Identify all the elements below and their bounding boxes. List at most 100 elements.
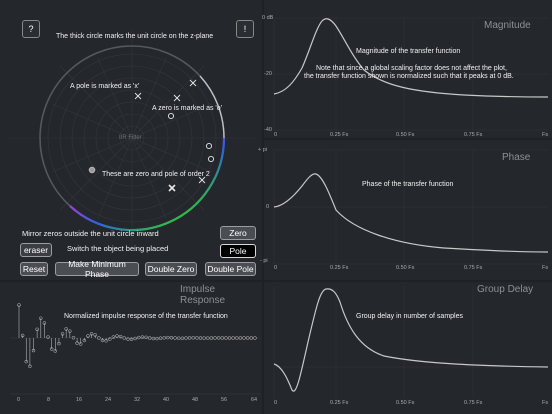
impulse-stem-head [75, 341, 79, 345]
pole-marker[interactable] [134, 92, 142, 100]
reset-button[interactable]: Reset [20, 262, 48, 276]
magnitude-xtick: 0.25 Fs [330, 132, 349, 138]
eraser-button[interactable]: eraser [20, 243, 52, 257]
impulse-stem-head [20, 333, 25, 338]
impulse-response-note: Normalized impulse response of the trans… [64, 313, 228, 320]
impulse-stem-head [104, 338, 108, 343]
filter-type-label: IIR Filter [119, 135, 142, 141]
magnitude-ytick: -20 [264, 71, 272, 77]
impulse-stem-head [53, 349, 58, 353]
impulse-response-plot [10, 303, 260, 395]
impulse-response-title: Impulse Response [180, 284, 226, 306]
pole-marker[interactable] [198, 176, 206, 184]
magnitude-ytick: 0 dB [262, 15, 274, 21]
phase-curve [273, 173, 549, 253]
unit-circle-color-arc [69, 137, 226, 232]
impulse-xtick: 56 [221, 397, 228, 403]
impulse-stem-head [166, 335, 170, 340]
impulse-stem-head [206, 336, 210, 340]
impulse-stem-head [169, 335, 174, 340]
impulse-stem-head [82, 338, 87, 343]
zplane-canvas[interactable] [0, 0, 262, 280]
impulse-stem-head [100, 338, 105, 343]
group-delay-xtick: 0.75 Fs [464, 400, 483, 406]
impulse-xtick: 40 [163, 397, 170, 403]
mirror-note: Mirror zeros outside the unit circle inw… [22, 229, 159, 238]
phase-ytick: + pi [258, 147, 268, 153]
phase-panel: Phase Phase of the transfer function + p… [258, 140, 552, 280]
impulse-xtick: 0 [17, 397, 21, 403]
impulse-stem-head [97, 336, 101, 340]
impulse-stem-head [68, 329, 72, 333]
impulse-stem-head [42, 321, 47, 325]
magnitude-note-title: Magnitude of the transfer function [356, 48, 461, 55]
magnitude-curve [273, 18, 549, 98]
impulse-stem-head [209, 336, 214, 340]
zero-marker[interactable] [207, 155, 215, 163]
impulse-xtick: 48 [192, 397, 199, 403]
order2-note: These are zero and pole of order 2 [102, 171, 210, 178]
impulse-stem-head [245, 336, 250, 340]
group-delay-title: Group Delay [477, 284, 534, 295]
impulse-stem-head [180, 336, 185, 341]
zplane-grid [8, 30, 256, 250]
impulse-stem-head [39, 316, 43, 321]
group-delay-xtick: 0.50 Fs [396, 400, 415, 406]
phase-note: Phase of the transfer function [362, 181, 454, 188]
impulse-stem-head [151, 336, 156, 341]
impulse-stem-head [118, 334, 123, 339]
impulse-stem-head [216, 336, 221, 340]
impulse-stem-head [249, 336, 254, 340]
pole-marker[interactable] [173, 94, 181, 102]
impulse-stem-head [129, 337, 134, 341]
pole-marker[interactable] [189, 79, 197, 87]
double-zero-marker[interactable] [88, 166, 96, 174]
phase-xtick: 0.75 Fs [464, 265, 483, 271]
impulse-stem-head [46, 335, 50, 339]
unit-circle-color-arc-upper [199, 75, 225, 139]
impulse-stem-head [31, 348, 36, 353]
magnitude-note-2: the transfer function shown is normalize… [304, 73, 514, 80]
magnitude-xtick: 0 [274, 132, 278, 138]
impulse-stem-head [86, 334, 90, 338]
impulse-stem-head [231, 336, 235, 340]
help-icon[interactable]: ? [22, 20, 40, 38]
double-zero-button[interactable]: Double Zero [145, 262, 197, 276]
impulse-stem-head [17, 303, 21, 307]
info-icon[interactable]: ! [236, 20, 254, 38]
impulse-stems [17, 303, 257, 369]
double-pole-marker[interactable] [168, 184, 176, 192]
impulse-stem-head [184, 336, 188, 340]
impulse-xtick: 8 [47, 397, 51, 403]
impulse-stem-head [24, 359, 29, 364]
impulse-stem-head [122, 336, 127, 340]
magnitude-xtick: 0.75 Fs [464, 132, 483, 138]
group-delay-note: Group delay in number of samples [356, 313, 463, 320]
impulse-xtick: 16 [76, 397, 83, 403]
group-delay-xtick: 0.25 Fs [330, 400, 349, 406]
zplane-panel[interactable]: ? ! The thick circle marks the unit circ… [0, 0, 262, 280]
impulse-stem-head [224, 336, 228, 340]
impulse-stem-head [140, 335, 145, 339]
phase-xtick: 0.50 Fs [396, 265, 415, 271]
impulse-stem-head [191, 336, 195, 340]
zero-marker[interactable] [205, 142, 213, 150]
impulse-stem-head [253, 336, 257, 340]
impulse-stem-head [60, 332, 65, 336]
phase-xtick: 0.25 Fs [330, 265, 349, 271]
zero-note: A zero is marked as 'o' [152, 105, 222, 112]
make-minimum-phase-button[interactable]: Make Minimum Phase [55, 259, 139, 279]
phase-xtick: 0 [274, 265, 278, 271]
group-delay-plot [273, 286, 549, 398]
impulse-stem-head [115, 334, 119, 338]
impulse-stem-head [242, 336, 246, 340]
unit-circle-note: The thick circle marks the unit circle o… [56, 33, 214, 40]
double-pole-button[interactable]: Double Pole [205, 262, 256, 276]
impulse-xtick: 24 [105, 397, 112, 403]
phase-ytick: - pi [260, 258, 268, 264]
zero-marker[interactable] [167, 112, 175, 120]
impulse-stem-head [35, 327, 39, 332]
zero-mode-button[interactable]: Zero [220, 226, 256, 240]
impulse-stem-head [195, 336, 199, 340]
pole-mode-button[interactable]: Pole [220, 244, 256, 258]
